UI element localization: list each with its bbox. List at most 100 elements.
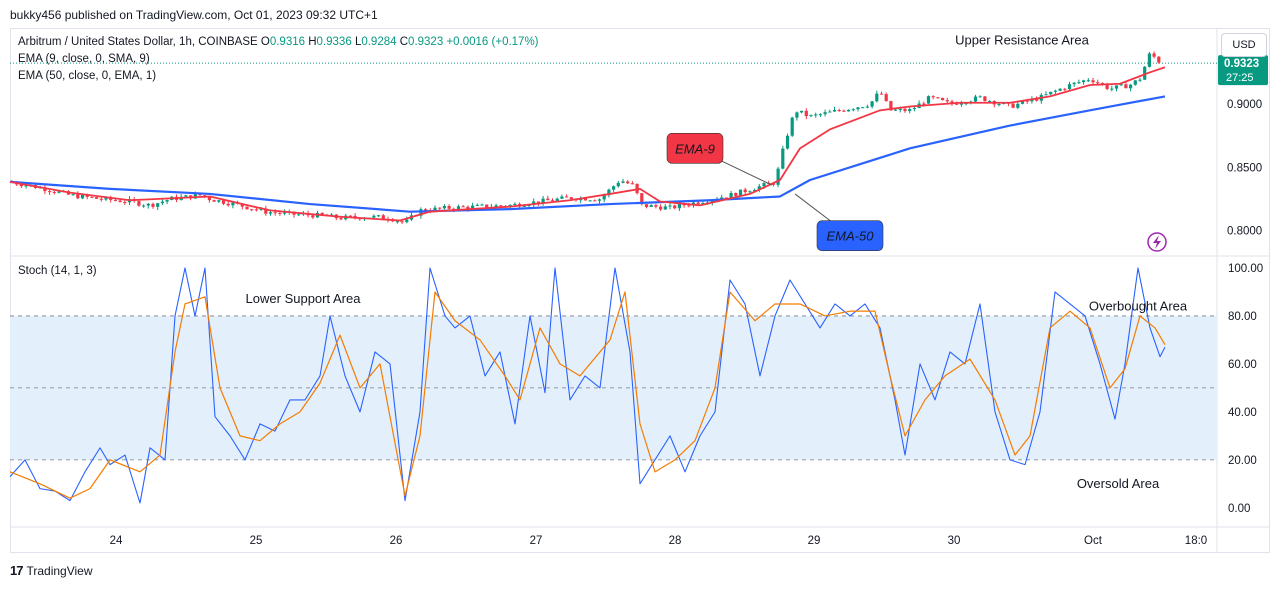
candle-body — [494, 205, 498, 207]
candle-body — [268, 212, 273, 214]
candle-body — [207, 197, 211, 201]
candle-body — [593, 200, 597, 202]
candle-body — [471, 205, 475, 209]
chart-frame — [10, 28, 1270, 553]
candle-body — [602, 195, 606, 200]
candle-body — [823, 112, 827, 115]
candle-body — [800, 110, 804, 113]
candle-body — [663, 206, 667, 210]
countdown-label: 27:25 — [1226, 72, 1254, 84]
publish-line: bukky456 published on TradingView.com, O… — [10, 8, 378, 22]
candle-body — [569, 197, 573, 200]
candle-body — [1143, 66, 1147, 80]
candle-body — [184, 195, 188, 197]
candle-body — [372, 215, 376, 218]
time-tick-label: 26 — [390, 535, 403, 547]
candle-body — [217, 200, 221, 202]
candle-body — [198, 194, 202, 196]
candle-body — [297, 214, 301, 216]
high-label: H — [308, 36, 317, 48]
stoch-annotation-label: Oversold Area — [1077, 476, 1160, 491]
candle-body — [231, 202, 235, 206]
candle-body — [720, 197, 724, 200]
candle-body — [908, 109, 912, 112]
time-tick-label: 24 — [110, 535, 123, 547]
candle-body — [997, 104, 1001, 106]
candle-body — [926, 96, 931, 104]
candle-body — [973, 96, 978, 102]
candle-body — [405, 219, 409, 223]
candle-body — [818, 114, 822, 116]
candle-body — [475, 204, 479, 206]
candle-body — [71, 194, 75, 196]
candle-body — [659, 206, 663, 210]
candle-body — [879, 93, 884, 95]
candle-body — [1114, 85, 1119, 89]
candle-body — [922, 103, 926, 105]
candle-body — [851, 109, 855, 111]
candle-body — [550, 200, 555, 202]
candle-body — [160, 201, 164, 204]
stoch-annotation-label: Lower Support Area — [246, 291, 362, 306]
candle-body — [936, 97, 940, 99]
candle-body — [729, 193, 733, 198]
candle-body — [889, 101, 893, 111]
candle-body — [828, 111, 832, 113]
candle-body — [1077, 82, 1081, 84]
candle-body — [762, 183, 766, 187]
candle-body — [1049, 91, 1053, 95]
stoch-annotation-label: Overbought Area — [1089, 298, 1188, 313]
time-tick-label: Oct — [1084, 535, 1103, 547]
candle-body — [424, 209, 428, 212]
tradingview-logo-icon: 17 — [10, 563, 24, 578]
candle-body — [1011, 103, 1015, 108]
candle-body — [1110, 88, 1114, 90]
candle-body — [1044, 94, 1048, 96]
candle-body — [1035, 98, 1039, 101]
low-value: 0.9284 — [361, 36, 397, 48]
currency-button[interactable]: USD — [1221, 33, 1267, 57]
change-value: +0.0016 (+0.17%) — [446, 36, 539, 48]
candle-body — [137, 201, 141, 206]
candle-body — [856, 107, 860, 110]
candle-body — [1138, 79, 1142, 81]
candle-body — [113, 199, 117, 201]
ema50-callout-box — [816, 220, 884, 252]
candle-body — [809, 115, 813, 117]
candle-body — [884, 94, 888, 102]
candle-body — [221, 200, 226, 204]
candle-body — [1119, 84, 1123, 86]
candle-body — [955, 103, 959, 105]
candle-body — [273, 212, 277, 214]
price-tick-label: 0.8500 — [1227, 162, 1262, 174]
candle-body — [485, 204, 489, 208]
candle-body — [790, 117, 794, 136]
candle-body — [668, 205, 672, 207]
candle-body — [753, 189, 757, 192]
ema9-legend[interactable]: EMA (9, close, 0, SMA, 9) — [18, 53, 150, 65]
lightning-alert-icon[interactable] — [1147, 232, 1167, 252]
stoch-tick-label: 100.00 — [1228, 263, 1263, 275]
candle-body — [1133, 80, 1137, 85]
candle-body — [90, 196, 94, 198]
candle-body — [80, 194, 85, 199]
candle-body — [776, 168, 780, 185]
candle-body — [724, 197, 728, 199]
candle-body — [278, 212, 282, 214]
candle-body — [212, 200, 216, 202]
annotation-label: Upper Resistance Area — [955, 33, 1089, 48]
time-tick-label: 29 — [808, 535, 821, 547]
open-label: O — [260, 36, 270, 48]
time-tick-label: 30 — [948, 535, 961, 547]
candle-body — [1086, 80, 1090, 82]
footer-brand: TradingView — [26, 563, 93, 578]
candle-body — [630, 183, 634, 185]
candle-body — [597, 199, 602, 201]
candle-body — [898, 108, 902, 110]
ema50-legend[interactable]: EMA (50, close, 0, EMA, 1) — [18, 70, 157, 82]
candle-body — [24, 185, 28, 187]
stoch-k-line — [9, 267, 1166, 504]
candle-body — [541, 198, 545, 204]
candle-body — [710, 200, 714, 203]
